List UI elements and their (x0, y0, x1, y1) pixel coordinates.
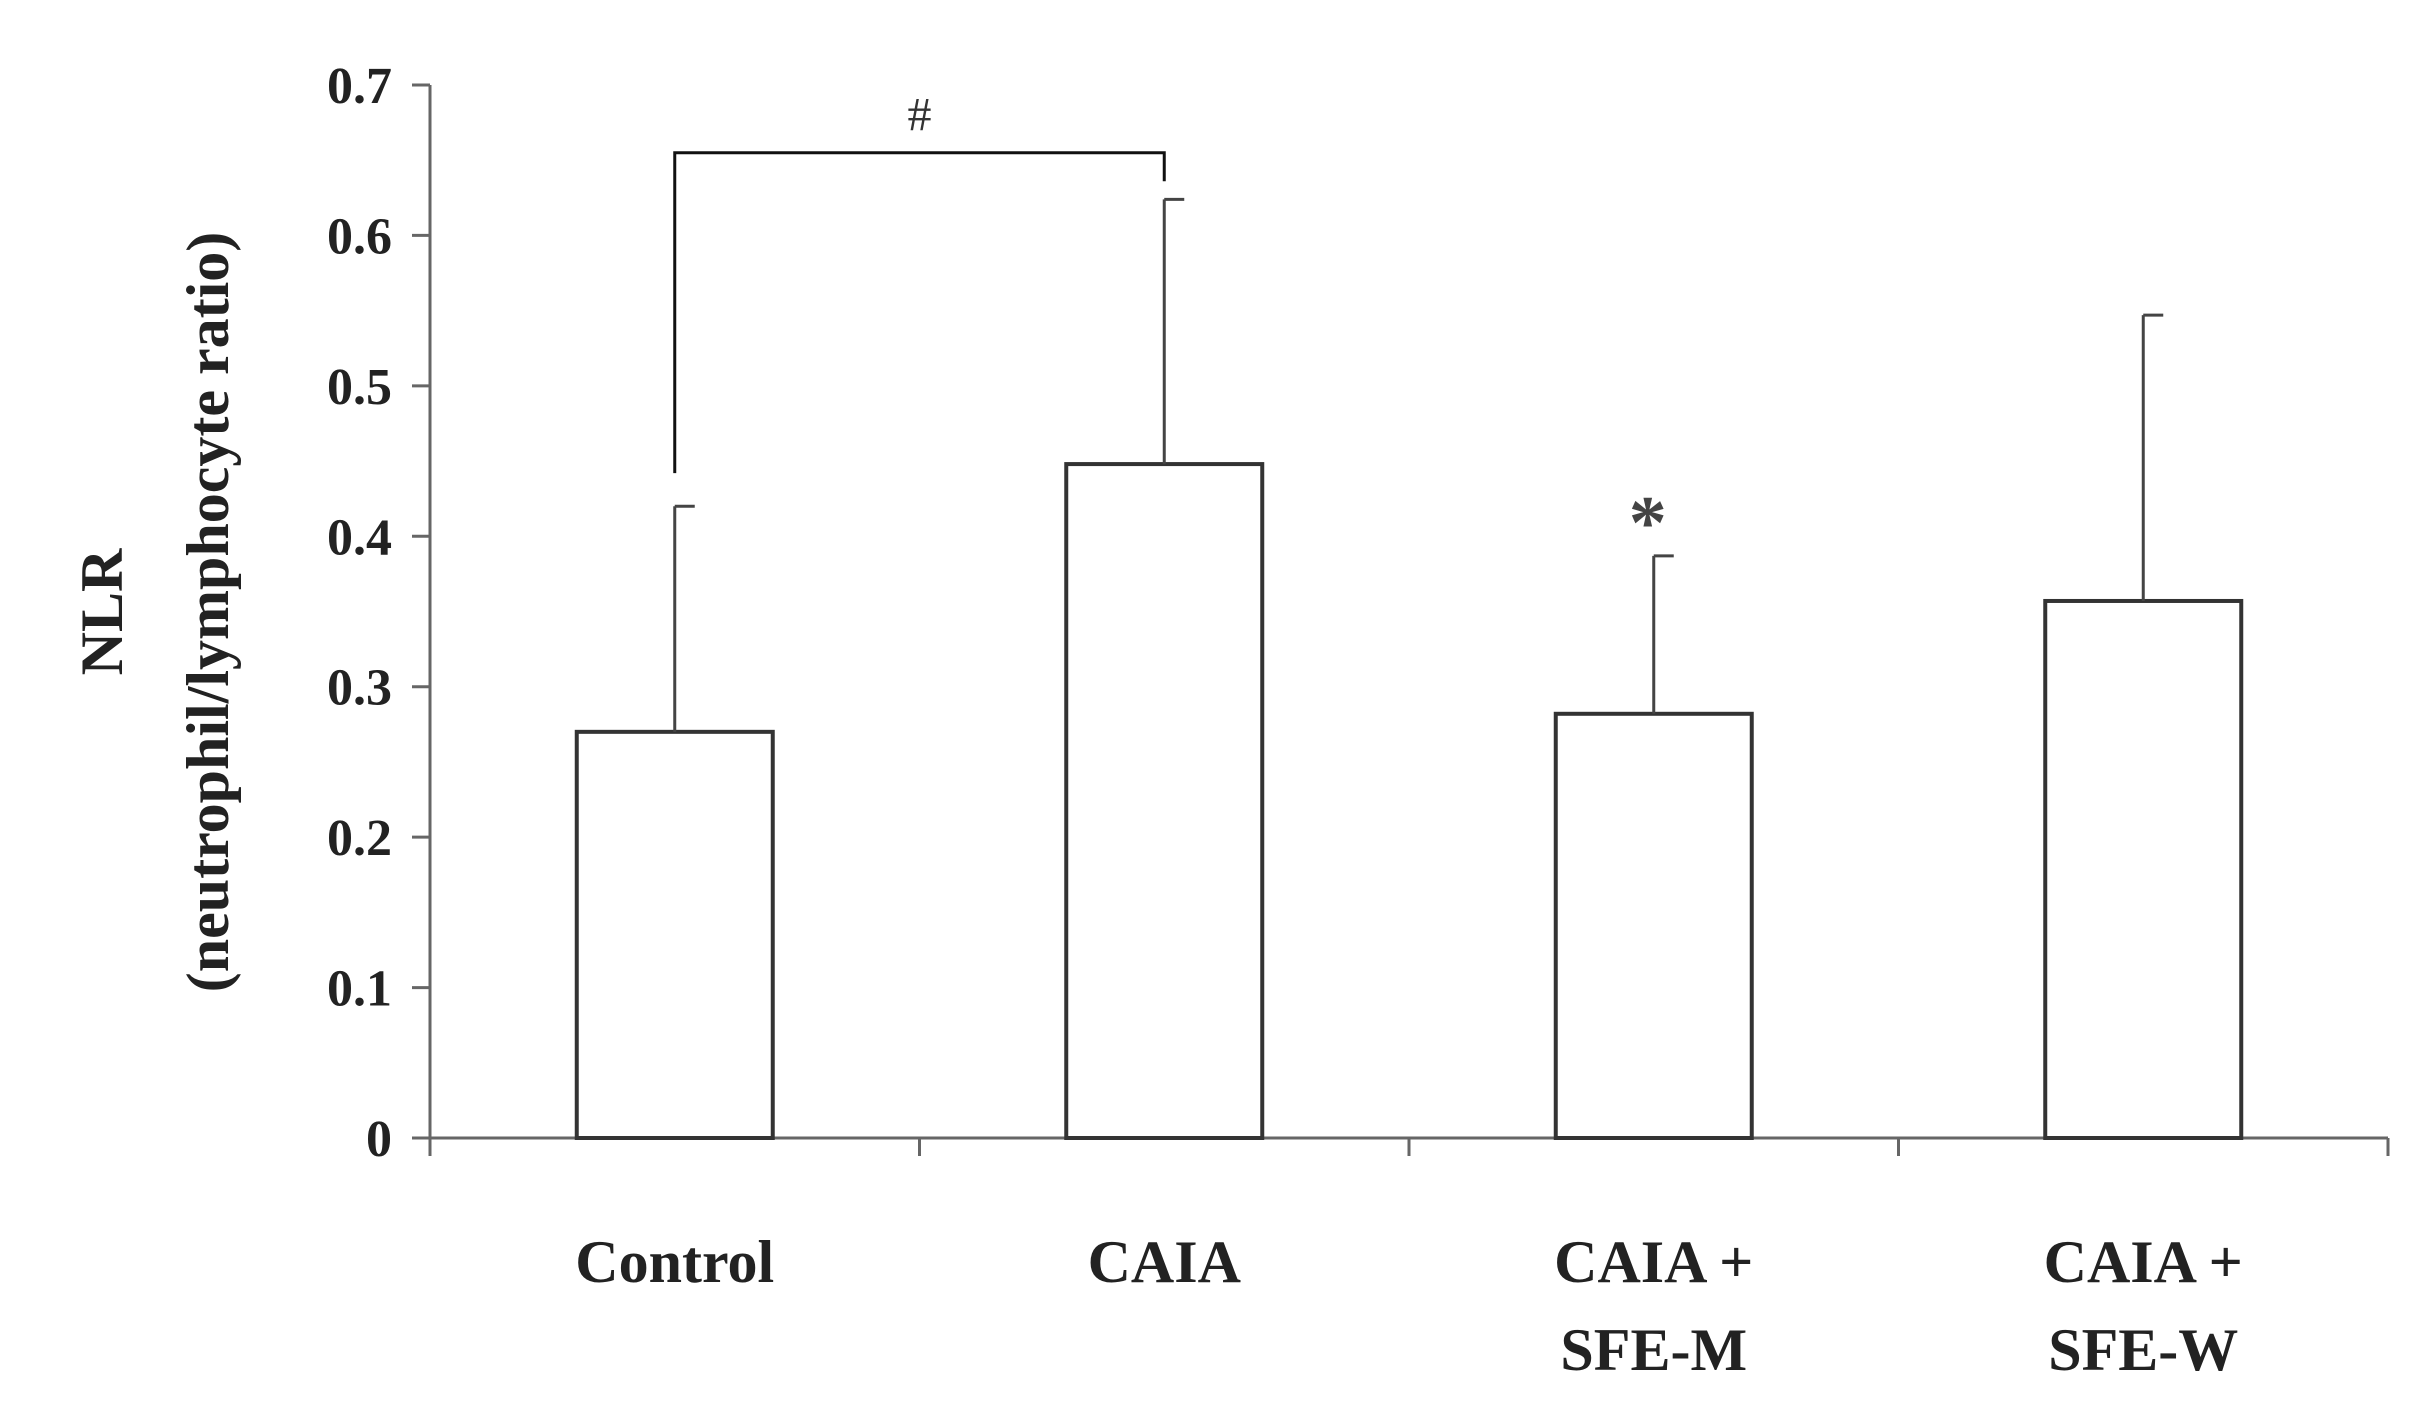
y-tick-label: 0.1 (327, 961, 392, 1018)
y-tick-label: 0 (366, 1111, 392, 1168)
y-axis-title-line2: (neutrophil/lymphocyte ratio) (175, 232, 241, 993)
x-category-label: Control (575, 1229, 774, 1295)
error-bars-layer (673, 197, 2164, 732)
y-tick-label: 0.2 (327, 810, 392, 867)
bar (1553, 711, 1754, 1140)
bar (574, 729, 775, 1140)
x-category-label: CAIA + (2044, 1229, 2243, 1295)
significance-star-label: * (1629, 481, 1667, 565)
bars-layer (574, 462, 2244, 1140)
significance-hash-label: # (908, 89, 932, 142)
y-tick-label: 0.7 (327, 58, 392, 115)
y-tick-label: 0.4 (327, 509, 392, 566)
y-tick-label: 0.6 (327, 208, 392, 265)
bar (1064, 462, 1265, 1140)
x-category-label: CAIA + (1554, 1229, 1753, 1295)
labels-layer: 0 0.1 0.2 0.3 0.4 0.5 0.6 0.7 Control CAIA CAIA + S… (69, 58, 2243, 1383)
significance-bracket (673, 151, 1166, 474)
x-category-label: SFE-W (2048, 1317, 2238, 1383)
y-tick-label: 0.5 (327, 359, 392, 416)
x-category-label: CAIA (1088, 1229, 1241, 1295)
y-axis-title-line1: NLR (69, 548, 135, 675)
annotations-layer: #* (673, 89, 1667, 565)
bar (2043, 598, 2244, 1140)
x-category-label: SFE-M (1560, 1317, 1747, 1383)
y-tick-label: 0.3 (327, 660, 392, 717)
